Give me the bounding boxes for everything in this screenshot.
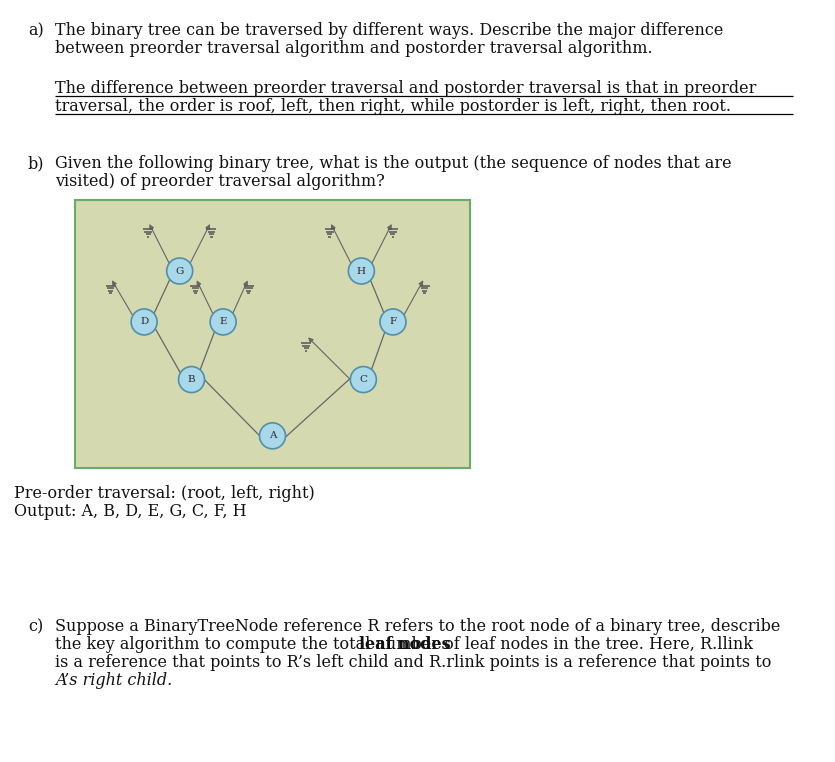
Text: D: D	[140, 318, 149, 326]
Text: the key algorithm to compute the total number of leaf nodes in the tree. Here, R: the key algorithm to compute the total n…	[55, 636, 753, 653]
Text: H: H	[357, 267, 366, 276]
Circle shape	[380, 309, 406, 335]
Text: Suppose a BinaryTreeNode reference R refers to the root node of a binary tree, d: Suppose a BinaryTreeNode reference R ref…	[55, 618, 781, 635]
Circle shape	[210, 309, 236, 335]
Circle shape	[167, 258, 193, 284]
Text: Pre-order traversal: (root, left, right): Pre-order traversal: (root, left, right)	[14, 485, 315, 502]
Circle shape	[260, 423, 286, 449]
Text: visited) of preorder traversal algorithm?: visited) of preorder traversal algorithm…	[55, 173, 385, 190]
Text: traversal, the order is roof, left, then right, while postorder is left, right, : traversal, the order is roof, left, then…	[55, 98, 731, 115]
Text: G: G	[175, 267, 184, 276]
Bar	[75, 200, 470, 468]
Text: c): c)	[28, 618, 43, 635]
Text: is a reference that points to R’s left child and R.rlink points is a reference t: is a reference that points to R’s left c…	[55, 654, 772, 671]
Circle shape	[351, 367, 377, 392]
Text: leaf nodes: leaf nodes	[359, 636, 450, 653]
Text: E: E	[220, 318, 227, 326]
Text: A’s right child.: A’s right child.	[55, 672, 172, 689]
Text: a): a)	[28, 22, 43, 39]
Text: B: B	[188, 375, 195, 384]
Text: A: A	[269, 431, 276, 440]
Circle shape	[131, 309, 157, 335]
Text: b): b)	[28, 155, 44, 172]
Circle shape	[348, 258, 374, 284]
Text: F: F	[389, 318, 397, 326]
Text: C: C	[359, 375, 367, 384]
Text: The difference between preorder traversal and postorder traversal is that in pre: The difference between preorder traversa…	[55, 80, 757, 97]
Text: between preorder traversal algorithm and postorder traversal algorithm.: between preorder traversal algorithm and…	[55, 40, 653, 57]
Circle shape	[179, 367, 205, 392]
Text: The binary tree can be traversed by different ways. Describe the major differenc: The binary tree can be traversed by diff…	[55, 22, 723, 39]
Text: Output: A, B, D, E, G, C, F, H: Output: A, B, D, E, G, C, F, H	[14, 503, 246, 520]
Text: Given the following binary tree, what is the output (the sequence of nodes that : Given the following binary tree, what is…	[55, 155, 731, 172]
